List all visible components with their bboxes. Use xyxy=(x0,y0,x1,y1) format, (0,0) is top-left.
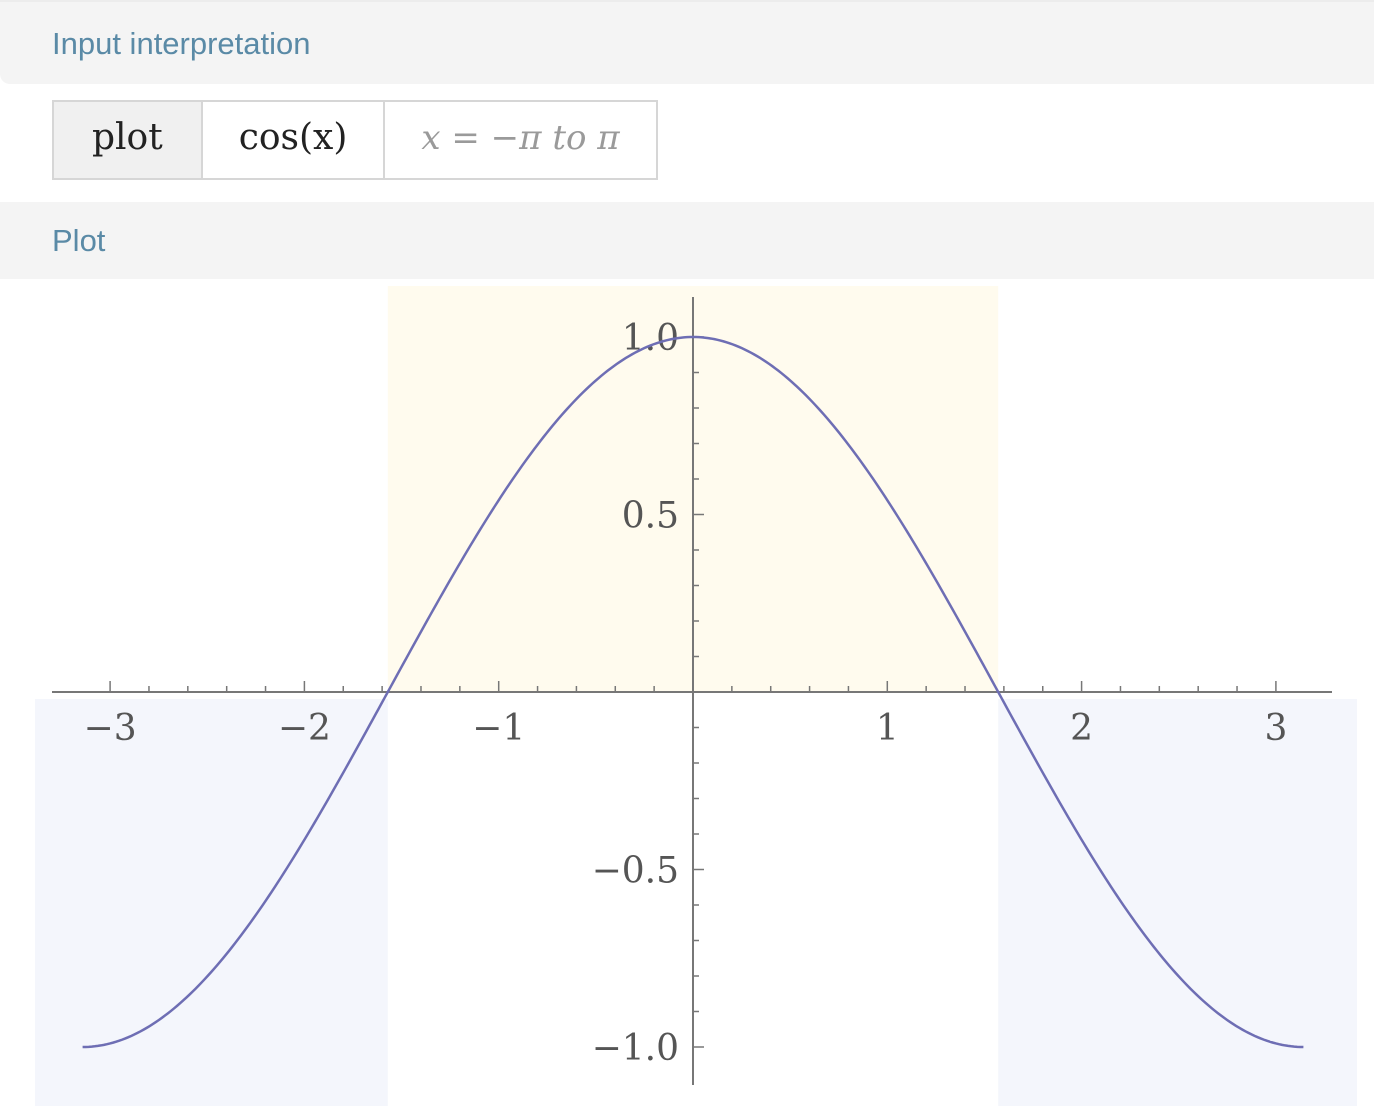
x-tick-label: −3 xyxy=(84,708,137,749)
x-tick-label: −2 xyxy=(278,708,331,749)
x-tick-label: 1 xyxy=(876,708,899,749)
input-interpretation-title: Input interpretation xyxy=(52,26,311,61)
interpretation-range: x = −π to π xyxy=(421,118,620,158)
negative-region-right xyxy=(998,699,1357,1106)
x-tick-label: 3 xyxy=(1264,708,1287,749)
interpretation-expression: cos(x) xyxy=(203,102,386,178)
x-tick-label: 2 xyxy=(1070,708,1093,749)
plot-header: Plot xyxy=(0,202,1374,279)
cos-curve xyxy=(82,335,1304,1049)
negative-region-left xyxy=(35,699,388,1106)
y-tick-label: −0.5 xyxy=(592,851,679,892)
cosine-plot: −3 −2 −1 1 2 31.00.5−0.5−1.0 xyxy=(35,286,1357,1106)
x-tick-label: −1 xyxy=(472,708,525,749)
interpretation-table: plot cos(x) x = −π to π xyxy=(52,100,658,180)
y-tick-label: 0.5 xyxy=(622,496,679,537)
plot-title: Plot xyxy=(52,223,106,258)
input-interpretation-header: Input interpretation xyxy=(0,0,1374,84)
y-tick-label: −1.0 xyxy=(592,1028,679,1069)
plot-area: −3 −2 −1 1 2 3 1.0 0.5 −0.5 −1.0 xyxy=(0,279,1374,1106)
interpretation-keyword: plot xyxy=(54,102,203,178)
